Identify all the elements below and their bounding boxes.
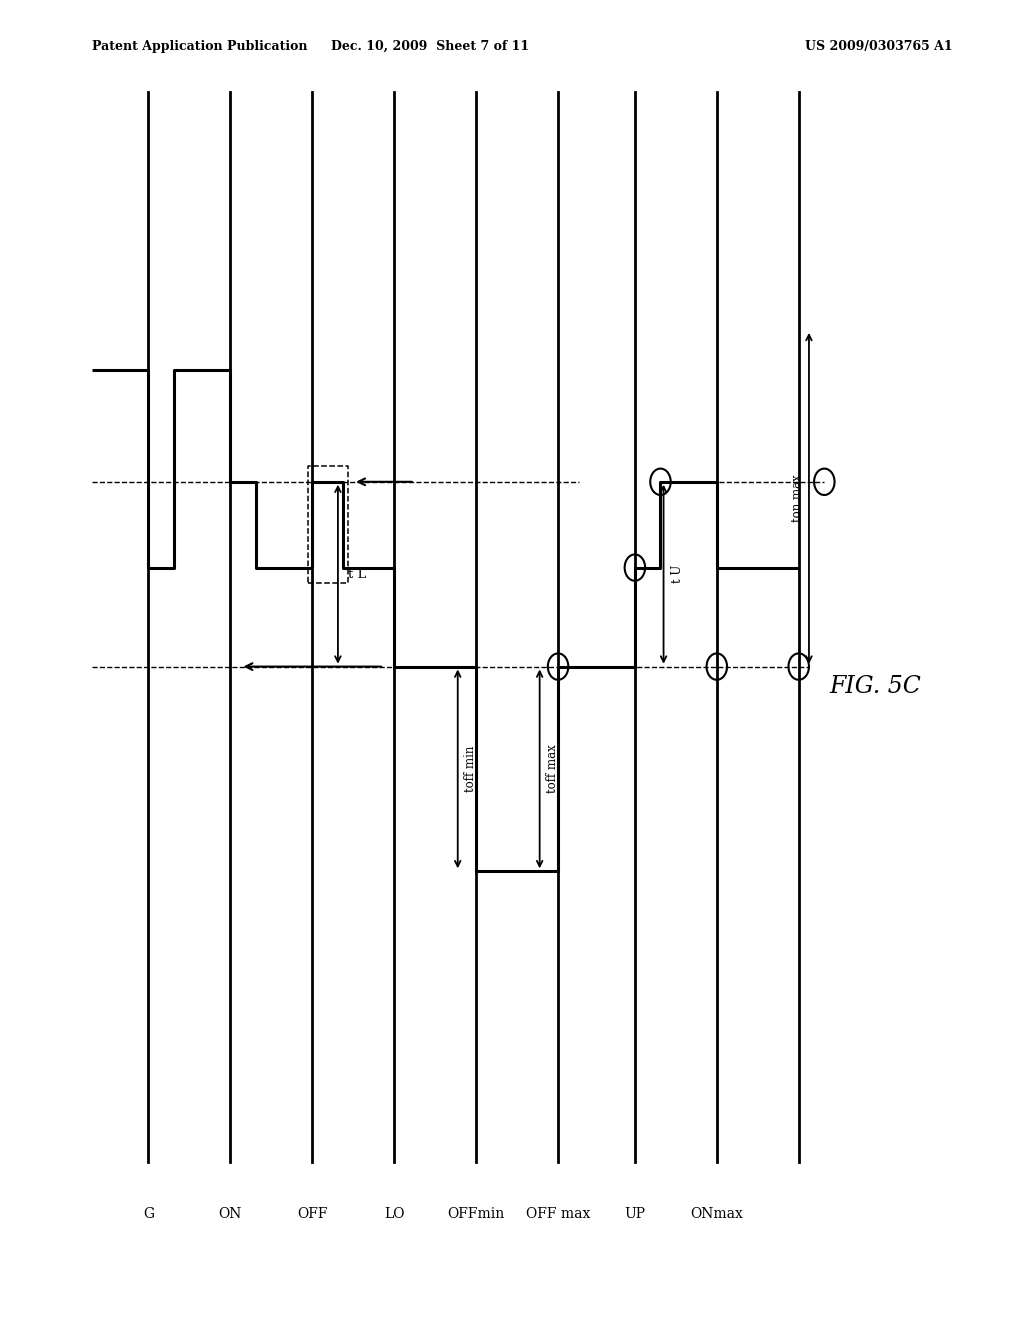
- Text: ONmax: ONmax: [690, 1208, 743, 1221]
- Text: toff min: toff min: [464, 746, 477, 792]
- Text: UP: UP: [625, 1208, 645, 1221]
- Text: OFFmin: OFFmin: [447, 1208, 505, 1221]
- Text: t U: t U: [671, 565, 684, 583]
- Text: FIG. 5C: FIG. 5C: [829, 675, 922, 698]
- Text: US 2009/0303765 A1: US 2009/0303765 A1: [805, 40, 952, 53]
- Text: Dec. 10, 2009  Sheet 7 of 11: Dec. 10, 2009 Sheet 7 of 11: [331, 40, 529, 53]
- Text: toff max: toff max: [546, 744, 559, 793]
- Text: Patent Application Publication: Patent Application Publication: [92, 40, 307, 53]
- Text: OFF: OFF: [297, 1208, 328, 1221]
- Text: LO: LO: [384, 1208, 404, 1221]
- Text: G: G: [143, 1208, 154, 1221]
- Text: OFF max: OFF max: [526, 1208, 590, 1221]
- Text: ON: ON: [219, 1208, 242, 1221]
- Text: t L: t L: [348, 568, 367, 581]
- Text: ton max: ton max: [791, 474, 804, 523]
